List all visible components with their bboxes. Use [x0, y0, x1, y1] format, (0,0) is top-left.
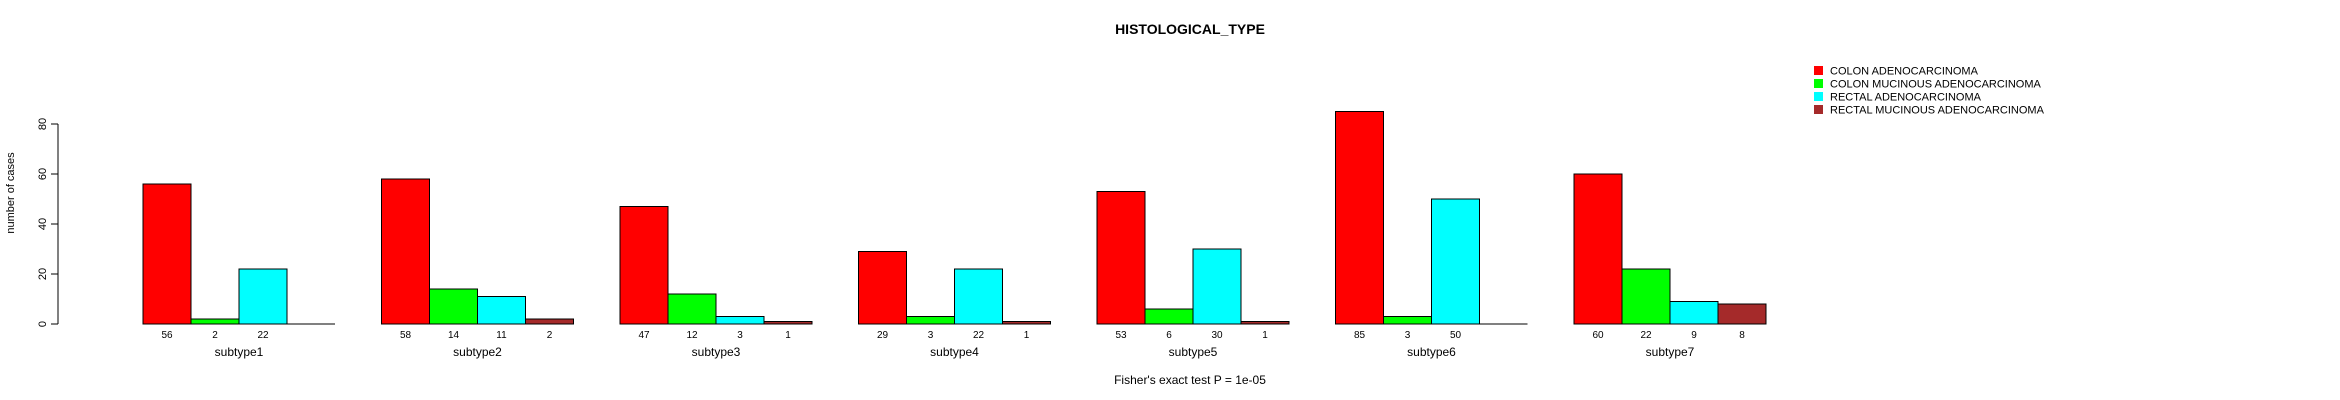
bar: [1573, 173, 1623, 325]
bar-value-label: 56: [161, 330, 173, 341]
bar-value-label: 1: [1024, 330, 1030, 341]
y-tick-label: 0: [37, 321, 49, 327]
y-axis: 0 20 40 60 80: [37, 118, 59, 327]
legend-item: COLON MUCINOUS ADENOCARCINOMA: [1814, 79, 2042, 91]
bar-group-subtype7: 60 22 9 8 subtype7: [1573, 173, 1767, 359]
bar-group-subtype2: 58 14 11 2 subtype2: [381, 178, 574, 359]
category-label: subtype5: [1169, 345, 1218, 359]
bar: [906, 316, 955, 325]
legend-item: RECTAL MUCINOUS ADENOCARCINOMA: [1814, 105, 2045, 117]
bar: [763, 321, 813, 325]
legend-label: RECTAL ADENOCARCINOMA: [1830, 92, 1982, 104]
legend-swatch: [1814, 66, 1823, 75]
category-label: subtype1: [215, 345, 264, 359]
bar: [1335, 111, 1384, 325]
bar-value-label: 85: [1354, 330, 1366, 341]
category-label: subtype7: [1646, 345, 1695, 359]
bar: [1717, 303, 1767, 325]
bar-value-label: 47: [638, 330, 650, 341]
bar: [1240, 321, 1290, 325]
bar: [429, 288, 478, 325]
bar-value-label: 1: [1262, 330, 1268, 341]
bar-value-label: 8: [1739, 330, 1745, 341]
category-label: subtype4: [930, 345, 979, 359]
bar-value-label: 22: [973, 330, 985, 341]
bar: [1096, 191, 1146, 325]
bar: [667, 293, 717, 325]
legend-swatch: [1814, 79, 1823, 88]
y-tick-label: 40: [37, 218, 49, 230]
bar-group-subtype5: 53 6 30 1 subtype5: [1096, 191, 1290, 359]
bar-value-label: 9: [1691, 330, 1697, 341]
legend-item: COLON ADENOCARCINOMA: [1814, 66, 1979, 78]
bar: [1431, 198, 1480, 325]
y-tick-label: 20: [37, 268, 49, 280]
bar: [858, 251, 907, 325]
bar-value-label: 3: [928, 330, 934, 341]
legend-swatch: [1814, 105, 1823, 114]
legend-label: COLON ADENOCARCINOMA: [1830, 66, 1979, 78]
bar-value-label: 2: [547, 330, 553, 341]
bar: [954, 268, 1003, 325]
bar: [142, 183, 192, 325]
bar: [1383, 316, 1432, 325]
bar: [1144, 308, 1194, 325]
bar-value-label: 53: [1115, 330, 1127, 341]
bar: [1002, 321, 1051, 325]
bar-value-label: 3: [1405, 330, 1411, 341]
bar: [1621, 268, 1671, 325]
legend-swatch: [1814, 92, 1823, 101]
bar-group-subtype4: 29 3 22 1 subtype4: [858, 251, 1051, 359]
bar: [525, 318, 574, 325]
bar-value-label: 1: [785, 330, 791, 341]
bar-value-label: 3: [737, 330, 743, 341]
legend-label: RECTAL MUCINOUS ADENOCARCINOMA: [1830, 105, 2045, 117]
bar: [381, 178, 430, 325]
chart-title: HISTOLOGICAL_TYPE: [1115, 21, 1265, 37]
bar: [477, 296, 526, 325]
bar-value-label: 22: [1640, 330, 1652, 341]
bar-value-label: 30: [1211, 330, 1223, 341]
y-axis-label: number of cases: [5, 152, 17, 234]
bar-value-label: 58: [400, 330, 412, 341]
bar-value-label: 60: [1592, 330, 1604, 341]
bar-value-label: 11: [496, 330, 507, 341]
category-label: subtype2: [453, 345, 502, 359]
legend-item: RECTAL ADENOCARCINOMA: [1814, 92, 1982, 104]
bar: [238, 268, 288, 325]
bar-value-label: 12: [686, 330, 698, 341]
category-label: subtype6: [1407, 345, 1456, 359]
bar: [715, 316, 765, 325]
y-tick-label: 80: [37, 118, 49, 130]
bar-value-label: 29: [877, 330, 889, 341]
bar: [619, 206, 669, 325]
category-label: subtype3: [692, 345, 741, 359]
bar-value-label: 14: [448, 330, 460, 341]
fisher-test-note: Fisher's exact test P = 1e-05: [1114, 373, 1266, 387]
bar: [190, 318, 240, 325]
legend-label: COLON MUCINOUS ADENOCARCINOMA: [1830, 79, 2042, 91]
bar-value-label: 50: [1450, 330, 1462, 341]
y-tick-label: 60: [37, 168, 49, 180]
bar-value-label: 2: [212, 330, 218, 341]
bar-group-subtype6: 85 3 50 subtype6: [1335, 111, 1528, 359]
bar-value-label: 22: [257, 330, 269, 341]
bar-value-label: 6: [1166, 330, 1172, 341]
bar-group-subtype3: 47 12 3 1 subtype3: [619, 206, 813, 359]
bar: [1192, 248, 1242, 325]
bar: [1669, 301, 1719, 325]
